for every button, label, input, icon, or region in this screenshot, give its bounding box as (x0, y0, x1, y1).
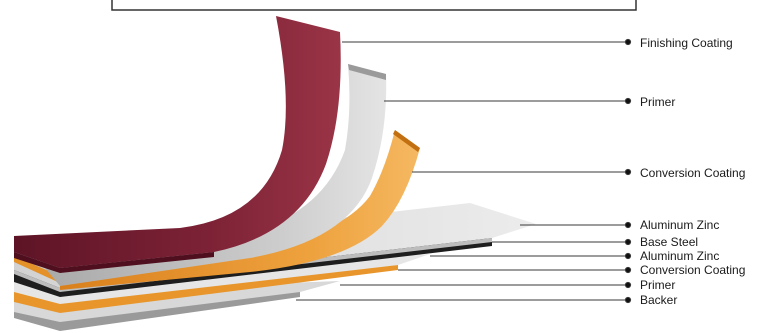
label-aluminum-zinc-top: Aluminum Zinc (640, 218, 719, 232)
layer-labels: Finishing Coating Primer Conversion Coat… (640, 36, 745, 307)
label-primer-top: Primer (640, 95, 675, 109)
label-finishing-coating: Finishing Coating (640, 36, 733, 50)
primer-edge (348, 64, 386, 80)
label-backer: Backer (640, 293, 677, 307)
conversion-coating-bottom-layer (14, 265, 398, 313)
finishing-coating-edge (14, 252, 214, 273)
finishing-coating-curl (14, 16, 341, 268)
conversion-coating-edge (393, 130, 420, 152)
label-conversion-coating-bottom: Conversion Coating (640, 263, 745, 277)
label-primer-bottom: Primer (640, 278, 675, 292)
conversion-coating-curl (60, 130, 420, 290)
label-conversion-coating-top: Conversion Coating (640, 166, 745, 180)
label-base-steel: Base Steel (640, 235, 698, 249)
label-aluminum-zinc-bottom: Aluminum Zinc (640, 249, 719, 263)
title-frame (111, 0, 637, 11)
leader-lines (296, 38, 632, 304)
aluminum-zinc-bottom-layer (14, 254, 430, 304)
primer-curl (40, 64, 387, 286)
